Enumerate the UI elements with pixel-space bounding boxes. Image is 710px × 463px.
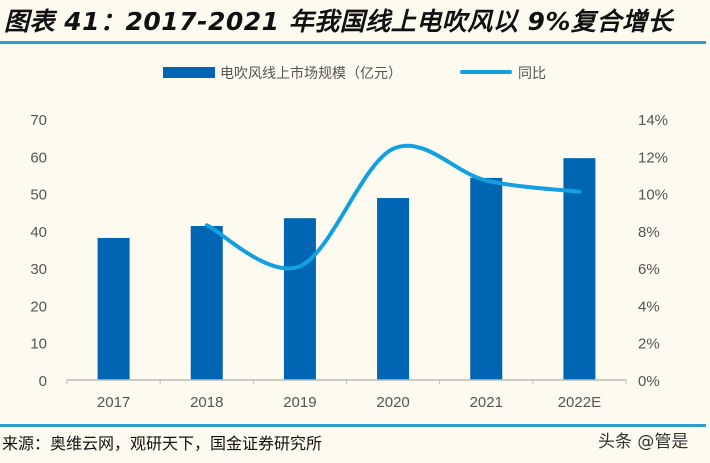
legend-bar-swatch [163,67,215,78]
x-tick-label: 2020 [376,394,409,411]
bar [377,198,410,380]
y2-tick-label: 4% [638,298,660,315]
y2-tick-label: 12% [638,149,668,166]
chart-title: 图表 41：2017-2021 年我国线上电吹风以 9%复合增长 [4,7,673,36]
y-tick-label: 20 [30,298,47,315]
y2-tick-label: 2% [638,336,660,353]
bar [97,237,130,380]
legend-line-label: 同比 [518,65,546,81]
bar [563,158,596,380]
y2-tick-label: 14% [638,112,668,129]
x-tick-label: 2019 [283,394,316,411]
x-tick-label: 2018 [190,394,223,411]
legend-bar-label: 电吹风线上市场规模（亿元） [220,65,402,81]
chart: 电吹风线上市场规模（亿元） 同比 0 10 20 30 40 50 60 70 0% 2% 4% 6% 8%… [30,65,668,411]
bar [470,177,503,380]
y-tick-label: 40 [30,224,47,241]
source-note: 来源：奥维云网，观研天下，国金证券研究所 [2,434,323,453]
y-tick-label: 30 [30,261,47,278]
y2-tick-label: 8% [638,224,660,241]
y-tick-label: 50 [30,187,47,204]
y2-tick-label: 6% [638,261,660,278]
y2-tick-label: 10% [638,187,668,204]
yoy-line [204,143,582,271]
x-tick-label: 2022E [558,394,601,411]
y-tick-label: 0 [39,373,47,390]
y-tick-label: 10 [30,336,47,353]
x-tick-label: 2017 [97,394,130,411]
y-tick-label: 60 [30,149,47,166]
title-divider [0,41,706,44]
bar [283,218,316,380]
y2-tick-label: 0% [638,373,660,390]
footer-divider [0,424,706,427]
y-tick-label: 70 [30,112,47,129]
watermark: 头条 @管是 [598,432,689,452]
x-tick-label: 2021 [470,394,503,411]
bar [190,226,223,380]
